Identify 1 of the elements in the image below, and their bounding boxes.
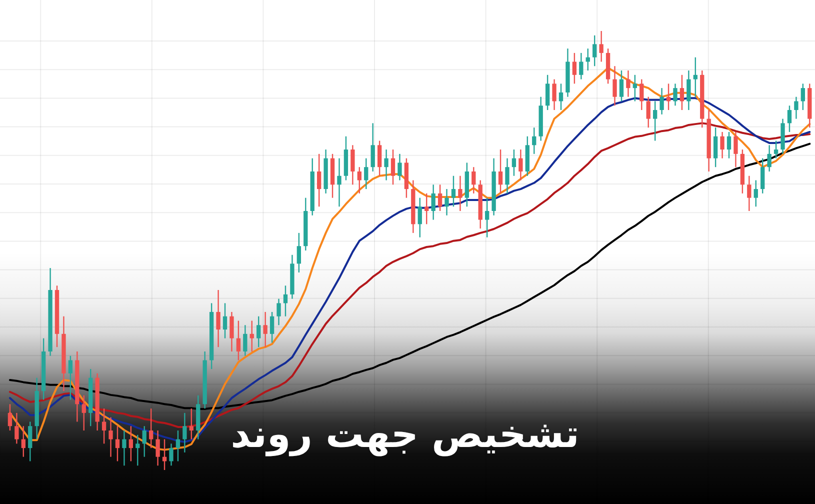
- title: تشخیص جهت روند: [230, 412, 580, 456]
